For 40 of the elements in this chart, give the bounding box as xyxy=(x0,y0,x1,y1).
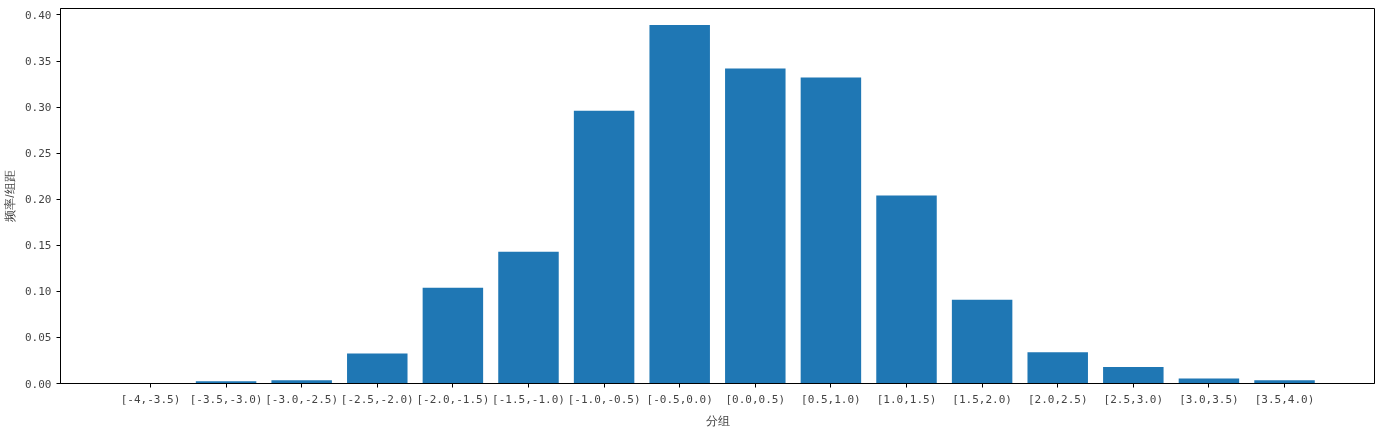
x-tick-label: [3.5,4.0) xyxy=(1254,392,1315,406)
y-tick-label: 0.30 xyxy=(25,101,52,115)
y-tick-label: 0.00 xyxy=(25,377,52,391)
x-tick-label: [2.0,2.5) xyxy=(1027,392,1088,406)
x-axis-title: 分组 xyxy=(705,413,730,428)
bar xyxy=(422,287,484,384)
x-tick-label: [-3.0,-2.5) xyxy=(265,392,339,406)
bar xyxy=(1027,352,1088,384)
x-tick-label: [-4,-3.5) xyxy=(120,392,181,406)
x-tick-label: [2.5,3.0) xyxy=(1103,392,1164,406)
bar xyxy=(347,353,408,384)
x-tick-label: [-2.0,-1.5) xyxy=(416,392,490,406)
y-tick-label: 0.10 xyxy=(25,285,52,299)
y-tick-label: 0.05 xyxy=(25,331,52,345)
x-tick-label: [-2.5,-2.0) xyxy=(340,392,414,406)
bar xyxy=(1254,380,1315,384)
bar xyxy=(951,299,1013,384)
x-tick-label: [1.5,2.0) xyxy=(952,392,1012,406)
bar xyxy=(725,68,786,384)
x-tick-label: [-1.0,-0.5) xyxy=(567,392,641,406)
y-tick-label: 0.25 xyxy=(25,147,52,161)
x-tick-label: [-0.5,0.0) xyxy=(646,392,713,406)
bar xyxy=(498,251,559,384)
x-tick-label: [0.5,1.0) xyxy=(801,392,861,406)
bar xyxy=(271,380,332,384)
y-axis-title: 频率/组距 xyxy=(3,170,18,222)
bar xyxy=(876,195,937,384)
y-tick-label: 0.15 xyxy=(25,239,52,253)
y-tick-label: 0.35 xyxy=(25,55,52,69)
bar xyxy=(649,25,710,384)
x-tick-label: [-1.5,-1.0) xyxy=(492,392,565,406)
y-tick-label: 0.40 xyxy=(25,8,52,22)
bar xyxy=(800,77,862,384)
x-tick-label: [-3.5,-3.0) xyxy=(189,392,263,406)
x-tick-label: [1.0,1.5) xyxy=(876,392,937,406)
x-tick-label: [0.0,0.5) xyxy=(725,392,786,406)
bar xyxy=(573,110,635,384)
bar xyxy=(1103,366,1164,384)
y-tick-label: 0.20 xyxy=(25,193,52,207)
x-tick-label: [3.0,3.5) xyxy=(1179,392,1239,406)
